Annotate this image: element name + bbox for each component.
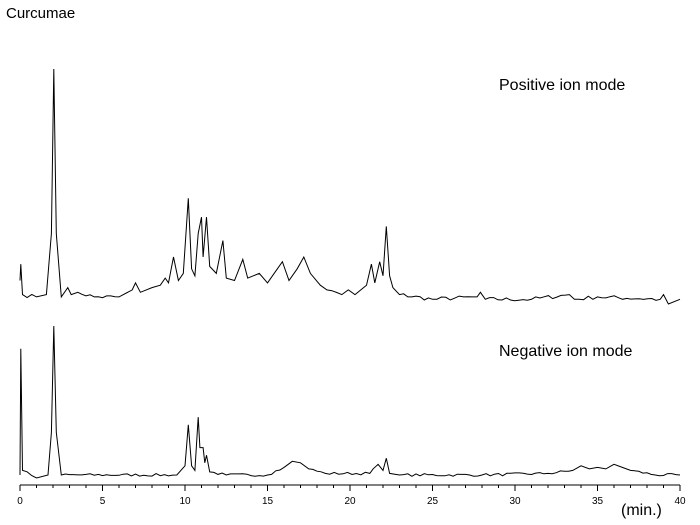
x-axis-ticks: 0 5 10 15 20 25 30 35 40 xyxy=(17,485,686,507)
trace-negative-ion-mode xyxy=(19,325,681,479)
x-tick-label: 40 xyxy=(674,496,686,507)
x-tick-label: 5 xyxy=(100,496,106,507)
x-tick-label: 0 xyxy=(17,496,23,507)
x-tick-label: 20 xyxy=(344,496,356,507)
x-tick-label: 10 xyxy=(179,496,191,507)
series-label-positive: Positive ion mode xyxy=(499,77,625,94)
series-label-negative: Negative ion mode xyxy=(499,343,633,360)
x-tick-label: 30 xyxy=(509,496,521,507)
chart-title: Curcumae xyxy=(6,5,75,22)
x-tick-label: 25 xyxy=(427,496,439,507)
x-tick-label: 15 xyxy=(262,496,274,507)
trace-positive-ion-mode xyxy=(19,68,681,305)
x-axis-label: (min.) xyxy=(621,502,662,519)
x-tick-label: 35 xyxy=(592,496,604,507)
